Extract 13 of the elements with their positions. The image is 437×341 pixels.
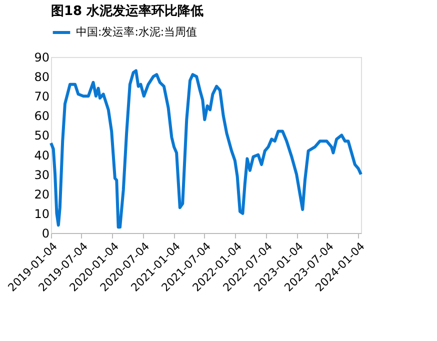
y-tick-label: 20: [34, 187, 50, 202]
y-tick-label: 0: [42, 226, 50, 240]
y-tick-label: 10: [34, 206, 50, 221]
chart-title: 图18 水泥发运率环比降低: [51, 3, 204, 19]
y-tick-label: 70: [34, 90, 50, 104]
y-tick-label: 90: [34, 50, 50, 64]
y-tick-label: 60: [34, 109, 50, 124]
y-tick-label: 40: [34, 148, 50, 162]
y-tick-label: 80: [34, 70, 50, 84]
y-tick-label: 50: [34, 128, 50, 143]
line-series: [50, 69, 362, 229]
y-tick-label: 30: [34, 168, 50, 182]
legend-label: 中国:发运率:水泥:当周值: [76, 26, 198, 38]
